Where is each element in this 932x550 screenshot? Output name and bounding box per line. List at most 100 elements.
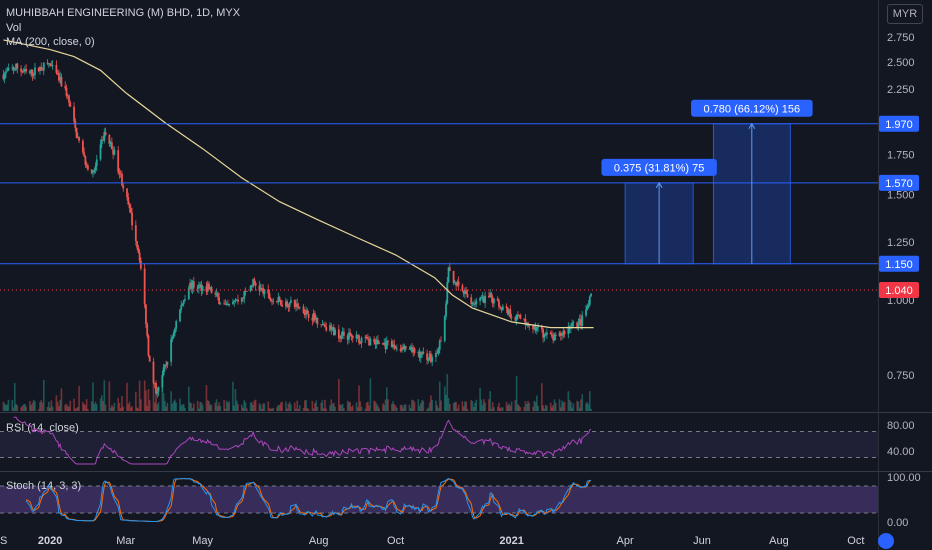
candle-body bbox=[393, 344, 396, 348]
volume-bar bbox=[223, 399, 225, 411]
volume-bar bbox=[12, 407, 15, 411]
volume-bar bbox=[143, 380, 146, 411]
volume-bar bbox=[127, 403, 130, 411]
volume-bar bbox=[546, 405, 548, 411]
candle-body bbox=[408, 348, 411, 350]
candle-body bbox=[11, 67, 14, 69]
volume-bar bbox=[409, 407, 412, 411]
volume-bar bbox=[278, 405, 281, 411]
volume-bar bbox=[507, 405, 509, 411]
candle-body bbox=[85, 164, 88, 166]
volume-bar bbox=[331, 403, 334, 411]
candle-body bbox=[506, 308, 509, 315]
volume-bar bbox=[234, 389, 237, 411]
candle-body bbox=[39, 67, 41, 71]
volume-bar bbox=[464, 401, 466, 411]
candle-body bbox=[519, 315, 522, 319]
volume-bar bbox=[314, 403, 316, 411]
volume-bar bbox=[385, 387, 388, 411]
candle-body bbox=[145, 304, 147, 325]
candle-body bbox=[359, 342, 362, 344]
candle-body bbox=[189, 282, 191, 288]
volume-bar bbox=[199, 402, 201, 411]
candle-body bbox=[558, 332, 561, 336]
stoch-legend: Stoch (14, 3, 3) bbox=[6, 480, 81, 492]
candle-body bbox=[409, 346, 412, 349]
volume-bar bbox=[340, 404, 343, 411]
volume-bar bbox=[368, 405, 370, 411]
volume-bar bbox=[312, 408, 315, 411]
price-label: 1.570 bbox=[885, 178, 913, 190]
volume-bar bbox=[500, 407, 503, 411]
volume-bar bbox=[48, 401, 50, 411]
volume-bar bbox=[55, 395, 58, 411]
candle-body bbox=[23, 69, 26, 72]
volume-bar bbox=[215, 399, 218, 411]
candle-body bbox=[315, 317, 318, 320]
measure-arrow-head bbox=[655, 181, 663, 189]
volume-bar bbox=[543, 408, 546, 411]
volume-bar bbox=[103, 380, 106, 411]
volume-bar bbox=[461, 401, 464, 411]
volume-bar bbox=[446, 374, 449, 411]
candle-body bbox=[249, 285, 252, 292]
candle-body bbox=[517, 314, 519, 316]
volume-bar bbox=[536, 395, 538, 411]
volume-bar bbox=[166, 402, 169, 411]
settings-dot-icon[interactable] bbox=[878, 533, 894, 549]
volume-bar bbox=[418, 405, 421, 411]
candle-body bbox=[262, 288, 265, 294]
volume-bar bbox=[121, 396, 123, 411]
candle-body bbox=[366, 337, 369, 339]
volume-bar bbox=[3, 403, 6, 411]
candle-body bbox=[74, 120, 77, 129]
volume-bar bbox=[117, 397, 119, 411]
volume-bar bbox=[454, 401, 456, 411]
candle-body bbox=[235, 299, 238, 301]
candle-body bbox=[534, 326, 537, 331]
candle-body bbox=[419, 354, 422, 358]
candle-body bbox=[170, 339, 173, 362]
volume-bar bbox=[175, 402, 177, 411]
candle-body bbox=[508, 309, 510, 315]
candle-body bbox=[197, 284, 200, 289]
candle-body bbox=[245, 290, 248, 292]
candle-body bbox=[385, 340, 388, 349]
candle-body bbox=[232, 302, 234, 305]
candle-body bbox=[491, 297, 494, 304]
volume-bar bbox=[551, 407, 553, 411]
volume-bar bbox=[218, 402, 220, 411]
candle-body bbox=[64, 86, 67, 88]
candle-body bbox=[75, 128, 78, 138]
volume-bar bbox=[484, 402, 486, 411]
volume-bar bbox=[481, 404, 484, 411]
candle-body bbox=[576, 322, 579, 328]
volume-bar bbox=[205, 385, 208, 411]
volume-bar bbox=[437, 408, 440, 411]
volume-bar bbox=[544, 404, 547, 411]
candle-body bbox=[131, 212, 133, 226]
candle-body bbox=[542, 329, 545, 338]
candle-body bbox=[437, 349, 440, 354]
candle-body bbox=[224, 304, 227, 305]
candle-body bbox=[341, 331, 344, 336]
candle-body bbox=[296, 303, 299, 307]
candle-body bbox=[312, 313, 315, 321]
currency-button[interactable]: MYR bbox=[887, 4, 923, 24]
candle-body bbox=[528, 325, 531, 327]
volume-bar bbox=[580, 399, 582, 411]
volume-bar bbox=[60, 388, 63, 411]
candle-body bbox=[320, 324, 323, 326]
candle-body bbox=[156, 391, 159, 394]
candle-body bbox=[365, 336, 368, 338]
candle-body bbox=[29, 71, 31, 74]
candle-body bbox=[40, 67, 43, 70]
volume-bar bbox=[360, 406, 363, 411]
candle-body bbox=[368, 338, 371, 346]
measure-arrow-head bbox=[748, 122, 756, 130]
candle-body bbox=[590, 293, 592, 297]
candle-body bbox=[250, 285, 253, 287]
candle-body bbox=[330, 325, 333, 330]
candle-body bbox=[184, 299, 186, 301]
